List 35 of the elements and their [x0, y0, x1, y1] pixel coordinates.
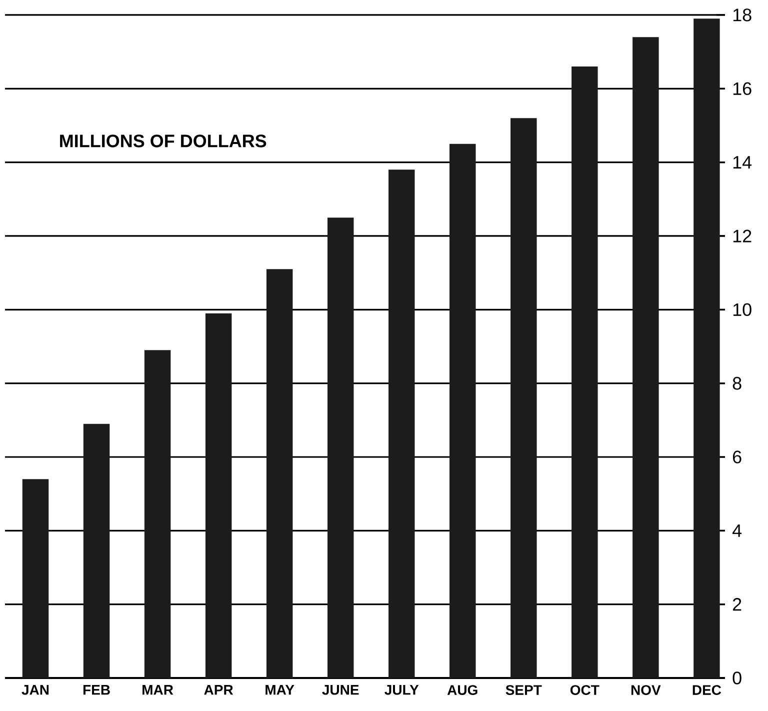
y-tick-label: 16 [733, 82, 752, 96]
x-tick-label: MAY [266, 685, 294, 695]
y-tick-label: 2 [732, 598, 742, 611]
bar [510, 118, 537, 678]
bar [694, 18, 720, 678]
bar [205, 313, 232, 678]
bar [572, 66, 598, 678]
bar [450, 144, 476, 678]
x-tick-label: JAN [22, 685, 49, 695]
y-tick-label: 4 [732, 524, 742, 537]
x-tick-label: MAR [142, 685, 174, 695]
bar [83, 424, 110, 678]
x-tick-label: APR [204, 685, 234, 695]
bar [266, 269, 293, 678]
bar [144, 350, 171, 678]
y-tick-label: 12 [733, 230, 752, 242]
x-tick-label: AUG [447, 685, 478, 695]
x-tick-label: SEPT [506, 685, 542, 695]
y-tick-label: 0 [732, 672, 742, 684]
bar [327, 218, 354, 678]
x-tick-label: OCT [570, 685, 600, 695]
x-tick-label: JULY [384, 685, 419, 695]
y-axis-title: MILLIONS OF DOLLARS [60, 134, 266, 148]
bar [388, 170, 415, 678]
x-tick-label: DEC [692, 685, 722, 695]
x-tick-label: NOV [631, 685, 661, 695]
y-tick-label: 14 [733, 156, 752, 169]
x-tick-label: JUNE [322, 685, 359, 695]
x-tick-label: FEB [83, 685, 110, 695]
y-tick-label: 10 [733, 303, 752, 316]
y-tick-label: 18 [733, 8, 752, 22]
bar [22, 479, 49, 678]
y-tick-label: 8 [732, 376, 742, 390]
y-tick-label: 6 [732, 450, 742, 464]
bar [632, 37, 659, 678]
